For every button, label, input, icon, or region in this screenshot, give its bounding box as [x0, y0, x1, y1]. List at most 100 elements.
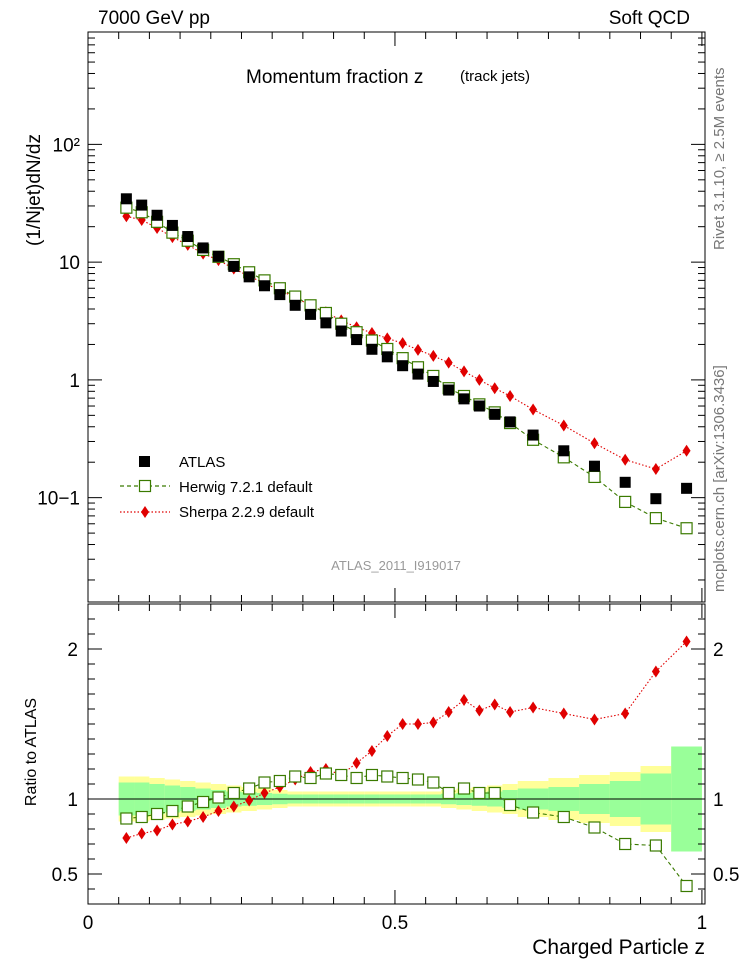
atlas-point	[458, 393, 470, 405]
atlas-point	[274, 289, 286, 301]
sherpa-point	[460, 694, 469, 706]
herwig-point	[588, 821, 601, 834]
sherpa-point	[475, 373, 484, 386]
sherpa-point	[559, 707, 568, 720]
sherpa-point	[413, 343, 422, 356]
sherpa-point	[229, 800, 238, 813]
atlas-point	[681, 482, 693, 494]
atlas-point	[120, 193, 132, 205]
sherpa-point	[168, 818, 177, 831]
atlas-point	[289, 299, 301, 311]
main-y-axis-label: (1/Njet)dN/dz	[24, 134, 45, 246]
rivet-label: Rivet 3.1.10, ≥ 2.5M events	[711, 68, 728, 251]
herwig-point	[258, 776, 271, 789]
ratio-y-tick-label-right: 2	[713, 640, 724, 661]
x-tick-label: 1	[697, 913, 708, 934]
herwig-point	[227, 786, 240, 800]
analysis-label: ATLAS_2011_I919017	[331, 558, 461, 573]
atlas-point	[351, 334, 363, 346]
herwig-point	[427, 776, 440, 789]
herwig-point	[680, 879, 693, 893]
atlas-point	[558, 445, 570, 457]
herwig-point	[381, 770, 394, 783]
atlas-point	[320, 317, 332, 329]
herwig-point	[457, 782, 471, 795]
ratio-y-tick-label-right: 0.5	[713, 865, 739, 886]
sherpa-point	[199, 811, 208, 823]
herwig-point	[243, 782, 256, 795]
atlas-point	[228, 260, 240, 272]
sherpa-point	[383, 730, 392, 742]
atlas-point	[412, 368, 424, 380]
herwig-point	[289, 770, 302, 783]
ratio-y-tick-label: 0.5	[52, 865, 78, 886]
legend-sherpa-marker	[141, 506, 149, 518]
sherpa-point	[682, 635, 691, 648]
sherpa-point	[429, 349, 438, 362]
sherpa-point	[621, 707, 630, 720]
atlas-point	[489, 408, 501, 420]
herwig-point	[526, 806, 540, 819]
legend-atlas-marker	[139, 456, 150, 467]
herwig-point	[619, 837, 632, 851]
herwig-point	[557, 810, 570, 824]
herwig-point	[680, 522, 693, 535]
atlas-point	[182, 231, 194, 243]
herwig-point	[649, 839, 662, 852]
plot-title: Momentum fraction z	[246, 67, 423, 88]
sherpa-point	[367, 745, 376, 757]
sherpa-point	[506, 389, 515, 402]
sherpa-point	[444, 356, 453, 369]
energy-label: 7000 GeV pp	[98, 8, 210, 29]
legend-herwig-label: Herwig 7.2.1 default	[179, 479, 313, 496]
process-label: Soft QCD	[609, 8, 690, 29]
atlas-point	[259, 280, 271, 292]
herwig-point	[588, 470, 601, 484]
sherpa-series-line	[126, 215, 687, 470]
ratio-plot-area	[88, 635, 705, 893]
main-plot-frame	[87, 31, 706, 603]
atlas-point	[212, 250, 224, 262]
main-y-tick-label: 1	[69, 371, 80, 392]
atlas-point	[473, 400, 485, 412]
legend: ATLAS Herwig 7.2.1 default Sherpa 2.2.9 …	[120, 454, 315, 521]
ratio-y-axis-label: Ratio to ATLAS	[23, 698, 40, 806]
herwig-point	[120, 812, 133, 825]
herwig-point	[197, 795, 210, 809]
atlas-point	[197, 242, 209, 254]
herwig-point	[181, 800, 194, 813]
herwig-point	[212, 791, 225, 804]
sherpa-point	[122, 832, 131, 844]
atlas-point	[305, 308, 317, 320]
atlas-point	[504, 416, 516, 428]
sherpa-point	[260, 787, 269, 799]
herwig-point	[335, 768, 348, 782]
sherpa-point	[214, 805, 223, 817]
legend-atlas-label: ATLAS	[179, 454, 225, 471]
herwig-point	[135, 810, 148, 824]
x-tick-label: 0.5	[382, 913, 408, 934]
sherpa-point	[245, 794, 254, 807]
sherpa-point	[398, 718, 407, 730]
sherpa-point	[651, 665, 660, 678]
atlas-point	[427, 375, 439, 387]
main-y-tick-label: 10²	[53, 135, 80, 156]
x-tick-label: 0	[83, 913, 94, 934]
main-y-tick-label: 10	[59, 253, 80, 274]
herwig-point	[365, 768, 379, 782]
atlas-point	[366, 343, 378, 355]
atlas-point	[397, 360, 409, 372]
herwig-point	[304, 771, 317, 785]
sherpa-point	[529, 701, 538, 714]
legend-sherpa-label: Sherpa 2.2.9 default	[179, 504, 315, 521]
atlas-point	[588, 460, 600, 472]
legend-herwig-marker	[138, 479, 152, 493]
herwig-point	[319, 767, 332, 780]
axes: 10−1 1 10 10² 0.5 0.5 1 1 2 2 0 0.5 1	[37, 31, 739, 934]
sherpa-point	[153, 824, 162, 837]
herwig-point	[503, 798, 517, 812]
sherpa-point	[352, 757, 361, 769]
sherpa-point	[475, 704, 484, 717]
herwig-point	[273, 774, 286, 788]
